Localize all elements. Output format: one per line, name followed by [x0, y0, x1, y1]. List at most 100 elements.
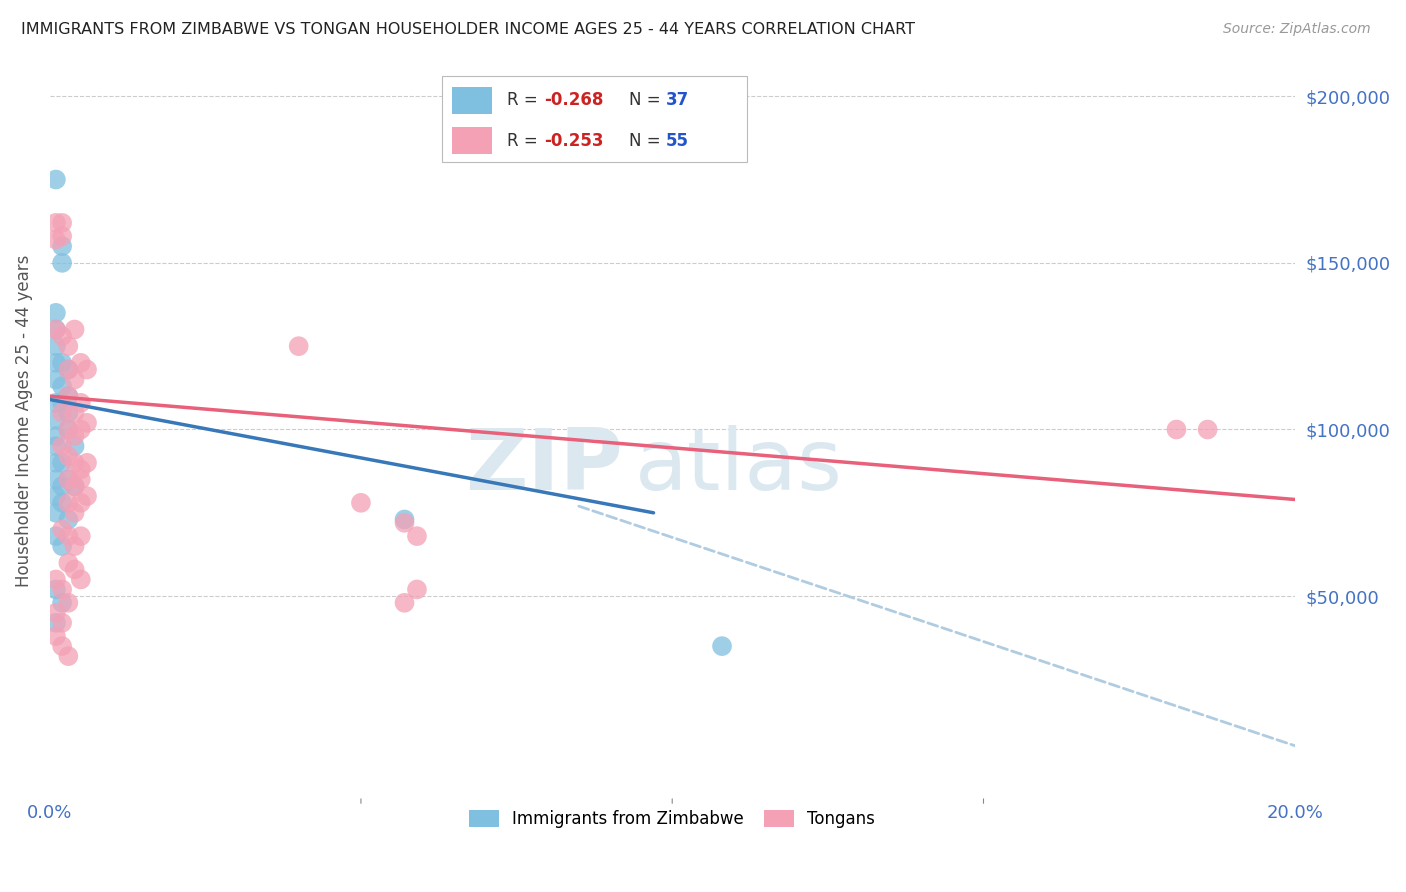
Point: [58, 339, 80, 353]
Point: [63, 456, 86, 470]
Point: [45, 429, 67, 443]
Point: [45, 439, 67, 453]
Point: [51, 356, 73, 370]
Point: [63, 479, 86, 493]
Point: [45, 322, 67, 336]
Point: [58, 596, 80, 610]
Point: [63, 506, 86, 520]
Point: [406, 529, 429, 543]
Point: [63, 562, 86, 576]
Point: [1166, 422, 1188, 436]
Point: [58, 422, 80, 436]
FancyBboxPatch shape: [441, 76, 747, 162]
Point: [45, 172, 67, 186]
Text: Source: ZipAtlas.com: Source: ZipAtlas.com: [1223, 22, 1371, 37]
Point: [45, 473, 67, 487]
Point: [51, 456, 73, 470]
Point: [45, 372, 67, 386]
Point: [63, 372, 86, 386]
Point: [69, 496, 91, 510]
Point: [58, 649, 80, 664]
Point: [45, 529, 67, 543]
Point: [51, 539, 73, 553]
Text: atlas: atlas: [636, 425, 842, 508]
Point: [58, 362, 80, 376]
Point: [287, 339, 309, 353]
Point: [76, 489, 98, 503]
Point: [711, 639, 734, 653]
Point: [76, 362, 98, 376]
Text: IMMIGRANTS FROM ZIMBABWE VS TONGAN HOUSEHOLDER INCOME AGES 25 - 44 YEARS CORRELA: IMMIGRANTS FROM ZIMBABWE VS TONGAN HOUSE…: [21, 22, 915, 37]
Point: [51, 523, 73, 537]
Point: [51, 329, 73, 343]
Text: R =: R =: [506, 91, 543, 110]
Text: 55: 55: [666, 132, 689, 150]
Point: [69, 356, 91, 370]
Point: [45, 356, 67, 370]
Point: [51, 582, 73, 597]
Point: [63, 439, 86, 453]
Point: [45, 233, 67, 247]
Point: [45, 412, 67, 426]
Point: [51, 615, 73, 630]
Point: [45, 322, 67, 336]
Point: [58, 389, 80, 403]
Point: [76, 416, 98, 430]
Point: [63, 322, 86, 336]
Point: [51, 229, 73, 244]
Point: [45, 306, 67, 320]
Text: N =: N =: [628, 132, 665, 150]
Point: [394, 512, 416, 526]
Point: [58, 496, 80, 510]
FancyBboxPatch shape: [451, 87, 492, 114]
Point: [69, 422, 91, 436]
Text: ZIP: ZIP: [464, 425, 623, 508]
Y-axis label: Householder Income Ages 25 - 44 years: Householder Income Ages 25 - 44 years: [15, 255, 32, 587]
Point: [45, 582, 67, 597]
Point: [58, 449, 80, 463]
Point: [58, 422, 80, 436]
Text: 37: 37: [666, 91, 689, 110]
Point: [51, 496, 73, 510]
Point: [51, 256, 73, 270]
Point: [63, 539, 86, 553]
Legend: Immigrants from Zimbabwe, Tongans: Immigrants from Zimbabwe, Tongans: [461, 802, 884, 837]
Text: -0.268: -0.268: [544, 91, 603, 110]
Point: [51, 596, 73, 610]
Point: [58, 362, 80, 376]
Point: [394, 596, 416, 610]
Point: [51, 379, 73, 393]
Point: [69, 396, 91, 410]
Point: [45, 606, 67, 620]
Point: [45, 615, 67, 630]
Point: [63, 406, 86, 420]
Point: [58, 556, 80, 570]
Point: [76, 456, 98, 470]
Point: [45, 339, 67, 353]
Text: N =: N =: [628, 91, 665, 110]
Point: [58, 389, 80, 403]
Point: [58, 406, 80, 420]
Text: R =: R =: [506, 132, 543, 150]
Point: [51, 479, 73, 493]
Point: [51, 406, 73, 420]
Point: [58, 473, 80, 487]
Point: [51, 439, 73, 453]
Point: [45, 456, 67, 470]
Point: [45, 573, 67, 587]
Point: [69, 473, 91, 487]
Point: [58, 529, 80, 543]
Point: [69, 573, 91, 587]
Point: [69, 529, 91, 543]
FancyBboxPatch shape: [451, 128, 492, 154]
Point: [51, 216, 73, 230]
Point: [51, 396, 73, 410]
Point: [45, 629, 67, 643]
Point: [394, 516, 416, 530]
Point: [58, 473, 80, 487]
Point: [1197, 422, 1219, 436]
Point: [69, 462, 91, 476]
Point: [45, 506, 67, 520]
Point: [63, 429, 86, 443]
Point: [45, 396, 67, 410]
